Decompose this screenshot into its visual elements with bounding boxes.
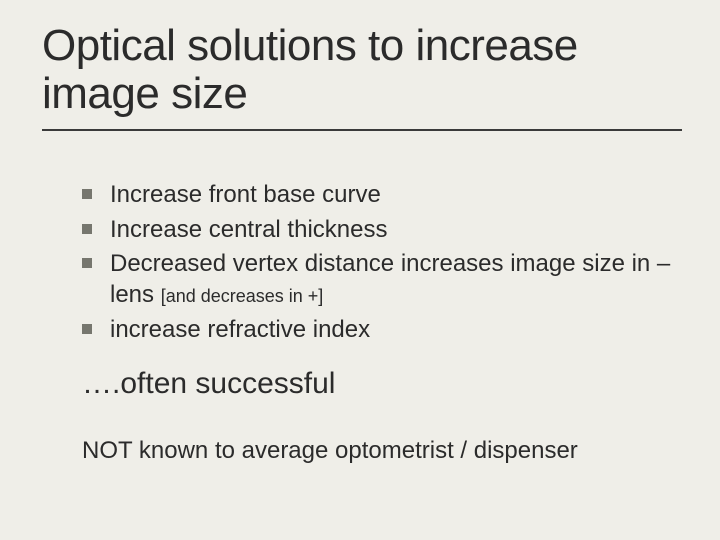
- bullet-aside: [and decreases in +]: [161, 286, 324, 306]
- bullet-text: increase refractive index: [110, 316, 370, 343]
- bullet-item: increase refractive index: [82, 315, 682, 346]
- square-bullet-icon: [82, 324, 92, 334]
- tagline-text: ….often successful: [82, 364, 682, 403]
- bullet-list: Increase front base curve Increase centr…: [82, 180, 682, 346]
- bullet-item: Increase central thickness: [82, 215, 682, 246]
- title-region: Optical solutions to increase image size: [42, 14, 682, 131]
- bullet-text: Increase front base curve: [110, 181, 381, 208]
- bullet-text: Increase central thickness: [110, 216, 387, 243]
- square-bullet-icon: [82, 224, 92, 234]
- square-bullet-icon: [82, 189, 92, 199]
- content-region: Increase front base curve Increase centr…: [82, 180, 682, 466]
- note-text: NOT known to average optometrist / dispe…: [82, 435, 682, 466]
- bullet-item: Decreased vertex distance increases imag…: [82, 249, 682, 310]
- slide-title: Optical solutions to increase image size: [42, 22, 682, 117]
- square-bullet-icon: [82, 258, 92, 268]
- bullet-item: Increase front base curve: [82, 180, 682, 211]
